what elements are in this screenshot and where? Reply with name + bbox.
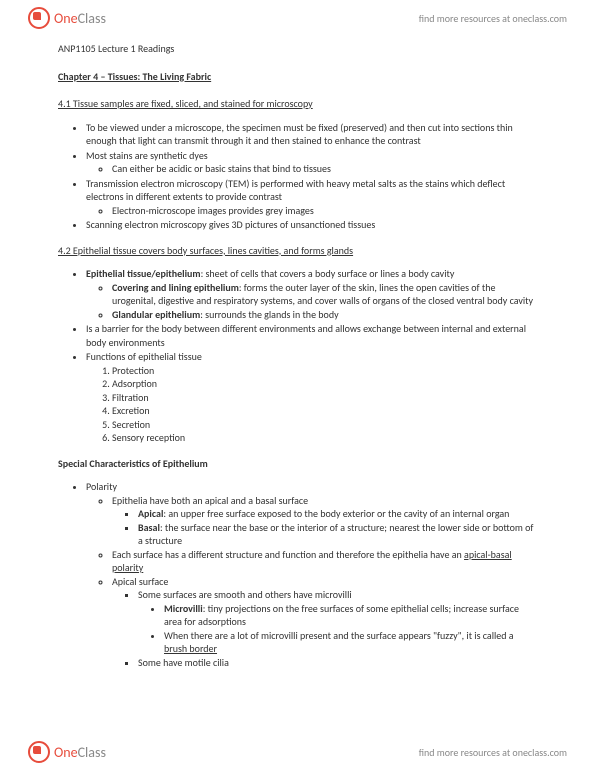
term-label: Glandular epithelium [112,308,200,321]
list-text: Most stains are synthetic dyes [86,149,208,162]
list-item: Each surface has a different structure a… [112,548,537,575]
brand-logo: OneClass [28,741,106,763]
chapter-title: Chapter 4 – Tissues: The Living Fabric [58,70,537,84]
page-header: OneClass find more resources at oneclass… [0,0,595,36]
list-item: Apical surface Some surfaces are smooth … [112,575,537,670]
list-item: Protection [112,364,537,378]
section-4-1-title: 4.1 Tissue samples are fixed, sliced, an… [58,97,537,111]
term-label: Covering and lining epithelium [112,281,239,294]
list-item: Apical: an upper free surface exposed to… [138,507,537,521]
resources-link[interactable]: find more resources at oneclass.com [419,746,567,759]
course-title: ANP1105 Lecture 1 Readings [58,42,537,56]
term-label: Basal [138,521,160,534]
list-item: Covering and lining epithelium: forms th… [112,281,537,308]
list-text: Each surface has a different structure a… [112,548,464,561]
logo-text: OneClass [54,744,106,761]
brand-logo: OneClass [28,7,106,29]
list-item: Electron-microscope images provides grey… [112,204,537,218]
logo-icon [28,7,50,29]
logo-word-class: Class [78,744,106,761]
list-text: Some surfaces are smooth and others have… [138,588,352,601]
page-footer: OneClass find more resources at oneclass… [0,734,595,770]
list-item: When there are a lot of microvilli prese… [164,629,537,656]
underlined-term: brush border [164,642,217,655]
term-def: : surrounds the glands in the body [200,308,338,321]
section-4-1-list: To be viewed under a microscope, the spe… [58,121,537,232]
section-4-2-title: 4.2 Epithelial tissue covers body surfac… [58,244,537,258]
list-item: Can either be acidic or basic stains tha… [112,162,537,176]
term-label: Microvilli [164,602,203,615]
term-def: : sheet of cells that covers a body surf… [201,267,455,280]
term-def: : tiny projections on the free surfaces … [164,602,519,629]
list-item: Filtration [112,391,537,405]
logo-word-one: One [54,10,78,27]
term-label: Apical [138,507,163,520]
logo-text: OneClass [54,10,106,27]
list-item: Adsorption [112,377,537,391]
logo-icon [28,741,50,763]
list-item: Sensory reception [112,431,537,445]
list-text: Polarity [86,480,117,493]
section-4-2-list: Epithelial tissue/epithelium: sheet of c… [58,267,537,445]
list-text: Transmission electron microscopy (TEM) i… [86,177,505,204]
logo-word-class: Class [78,10,106,27]
document-content: ANP1105 Lecture 1 Readings Chapter 4 – T… [0,36,595,669]
list-item: Basal: the surface near the base or the … [138,521,537,548]
list-item: Scanning electron microscopy gives 3D pi… [86,218,537,232]
list-item: Transmission electron microscopy (TEM) i… [86,177,537,218]
list-item: Most stains are synthetic dyes Can eithe… [86,149,537,176]
list-item: Some surfaces are smooth and others have… [138,588,537,656]
list-item: Epithelia have both an apical and a basa… [112,494,537,548]
list-text: Epithelia have both an apical and a basa… [112,494,308,507]
special-characteristics-title: Special Characteristics of Epithelium [58,457,537,471]
list-item: Functions of epithelial tissue Protectio… [86,350,537,445]
resources-link[interactable]: find more resources at oneclass.com [419,12,567,25]
term-def: : an upper free surface exposed to the b… [163,507,509,520]
list-item: To be viewed under a microscope, the spe… [86,121,537,148]
list-item: Polarity Epithelia have both an apical a… [86,480,537,669]
list-item: Secretion [112,418,537,432]
list-item: Is a barrier for the body between differ… [86,322,537,349]
list-item: Some have motile cilia [138,656,537,670]
special-characteristics-list: Polarity Epithelia have both an apical a… [58,480,537,669]
list-item: Glandular epithelium: surrounds the glan… [112,308,537,322]
list-item: Excretion [112,404,537,418]
term-def: : the surface near the base or the inter… [138,521,533,548]
list-item: Epithelial tissue/epithelium: sheet of c… [86,267,537,321]
list-item: Microvilli: tiny projections on the free… [164,602,537,629]
list-text: Functions of epithelial tissue [86,350,202,363]
logo-word-one: One [54,744,78,761]
term-label: Epithelial tissue/epithelium [86,267,201,280]
list-text: Apical surface [112,575,168,588]
list-text: When there are a lot of microvilli prese… [164,629,514,642]
